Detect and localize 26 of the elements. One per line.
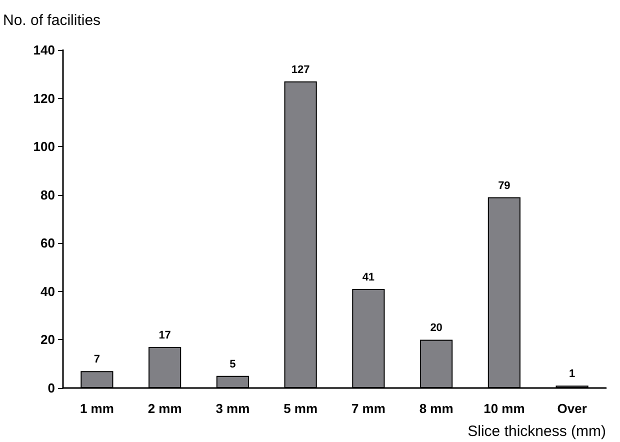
data-label: 5	[230, 358, 236, 370]
y-tick-label: 60	[40, 236, 55, 251]
y-axis-title: No. of facilities	[3, 12, 101, 29]
data-label: 17	[158, 329, 171, 342]
y-tick-label: 0	[48, 380, 55, 396]
y-tick-label: 100	[33, 139, 55, 154]
x-tick-label: 7 mm	[351, 401, 386, 416]
data-label: 20	[430, 322, 442, 334]
x-tick-label: 8 mm	[419, 401, 454, 416]
y-tick-label: 40	[40, 284, 55, 299]
x-tick-label: 1 mm	[80, 401, 114, 416]
y-tick-label: 140	[33, 42, 55, 58]
x-tick-label: 3 mm	[216, 401, 250, 416]
data-label: 127	[291, 64, 310, 76]
data-label: 41	[362, 272, 375, 284]
x-axis-title: Slice thickness (mm)	[468, 423, 606, 440]
data-label: 1	[569, 368, 576, 380]
x-tick-label: Over	[557, 401, 587, 416]
x-tick-label: 10 mm	[484, 401, 525, 416]
x-tick-label: 2 mm	[148, 401, 182, 416]
data-label: 79	[498, 180, 510, 192]
y-tick-label: 80	[40, 187, 55, 202]
y-tick-label: 120	[33, 90, 55, 106]
y-tick-label: 20	[40, 332, 55, 348]
x-tick-label: 5 mm	[284, 401, 318, 416]
data-label: 7	[94, 354, 100, 366]
